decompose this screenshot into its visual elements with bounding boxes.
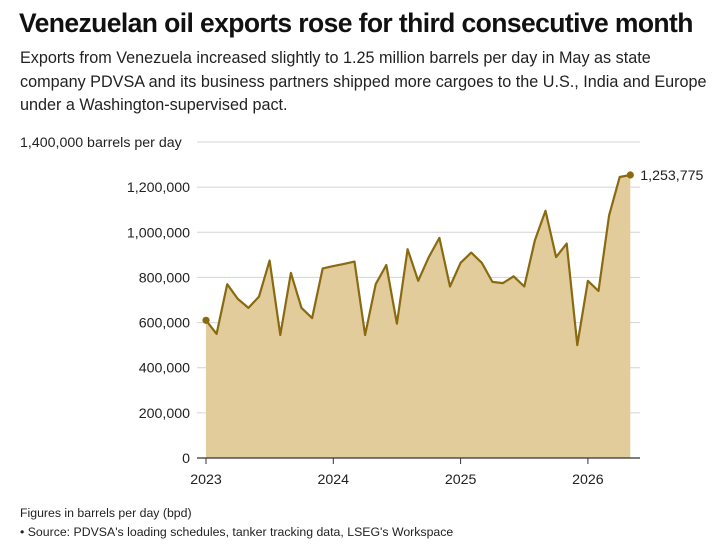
area-layer (206, 175, 631, 458)
chart-subtitle: Exports from Venezuela increased slightl… (20, 49, 707, 114)
y-tick-label: 600,000 (139, 316, 190, 332)
series-line (205, 173, 631, 347)
start-point (202, 316, 210, 324)
x-tick-label: 2026 (572, 472, 604, 488)
y-tick-label: 1,000,000 (127, 225, 190, 241)
y-tick-label: 0 (182, 451, 190, 467)
chart-title: Venezuelan oil exports rose for third co… (19, 8, 693, 38)
x-axis: 2023 2024 2025 2026 (190, 457, 640, 488)
y-tick-labels: 0 200,000 400,000 600,000 800,000 1,000,000 1,… (127, 180, 190, 467)
end-markers: 1,253,775 (202, 168, 704, 324)
end-value-label: 1,253,775 (640, 168, 703, 184)
series-area (206, 175, 631, 458)
x-tick-label: 2025 (445, 472, 477, 488)
end-point (626, 171, 634, 179)
source-note: • Source: PDVSA's loading schedules, tan… (20, 525, 454, 539)
x-tick-label: 2024 (318, 472, 350, 488)
y-axis-label: 1,400,000 barrels per day (20, 135, 183, 151)
line-layer (205, 173, 631, 347)
y-tick-label: 200,000 (139, 406, 190, 422)
y-tick-label: 1,200,000 (127, 180, 190, 196)
y-tick-label: 400,000 (139, 361, 190, 377)
x-tick-label: 2023 (190, 472, 222, 488)
units-note: Figures in barrels per day (bpd) (20, 506, 192, 520)
y-tick-label: 800,000 (139, 270, 190, 286)
